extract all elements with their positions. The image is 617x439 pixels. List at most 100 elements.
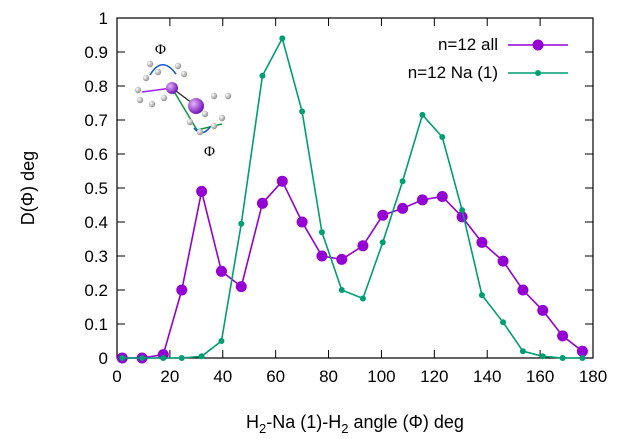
data-point [218, 338, 225, 344]
hydrogen-atom [160, 94, 168, 102]
hydrogen-atom [136, 96, 144, 104]
y-tick-label: 0.4 [84, 213, 108, 232]
series-na1 [119, 35, 586, 361]
hydrogen-atom [218, 114, 226, 122]
data-point [517, 284, 529, 296]
hydrogen-atom [186, 118, 194, 126]
data-point [160, 355, 167, 361]
y-tick-label: 0.9 [84, 43, 108, 62]
legend-label-na1: n=12 Na (1) [408, 63, 498, 82]
y-tick-label: 0.6 [84, 145, 108, 164]
data-point [576, 345, 588, 357]
sodium-atom [166, 82, 178, 94]
data-point [238, 220, 245, 227]
y-tick-label: 0.5 [84, 179, 108, 198]
hydrogen-atom [201, 110, 209, 118]
data-point [500, 319, 507, 326]
x-tick-label: 160 [526, 367, 554, 386]
molecule-inset: Φ Φ [134, 42, 232, 160]
data-point [537, 304, 549, 316]
y-tick-label: 0 [99, 349, 108, 368]
series-line [122, 36, 583, 359]
y-tick-label: 1 [99, 9, 108, 28]
x-tick-label: 40 [213, 367, 232, 386]
data-point [336, 253, 348, 265]
data-point [357, 240, 369, 252]
data-point [279, 35, 286, 42]
inset-phi-label-top: Φ [155, 42, 166, 58]
data-point [316, 250, 328, 262]
data-point [397, 202, 409, 214]
data-point [559, 355, 566, 361]
data-point [416, 194, 428, 206]
x-tick-label: 120 [420, 367, 448, 386]
axis-ticks [116, 17, 594, 359]
data-point [436, 191, 448, 202]
data-point [196, 185, 208, 197]
data-point [459, 207, 466, 214]
series-all [116, 175, 588, 364]
data-point [439, 134, 446, 140]
data-point [476, 236, 488, 248]
data-point [478, 292, 485, 299]
hydrogen-atom [134, 86, 142, 94]
x-tick-label: 80 [319, 367, 338, 386]
y-tick-labels: 0 0.1 0.2 0.3 0.4 0.5 0.6 0.7 0.8 0.9 1 [84, 9, 108, 368]
series-layer [116, 35, 588, 364]
data-point [519, 348, 526, 355]
legend-entry-all: n=12 all [438, 35, 568, 54]
y-tick-label: 0.8 [84, 77, 108, 96]
hydrogen-atom [154, 68, 162, 76]
data-point [139, 355, 146, 361]
data-point [256, 197, 268, 209]
data-point [539, 353, 546, 360]
data-point [557, 330, 569, 342]
hydrogen-atom [180, 70, 188, 78]
hydrogen-atom [210, 122, 218, 130]
data-point [497, 255, 509, 267]
legend-marker-all [532, 39, 544, 51]
hydrogen-atom [146, 60, 154, 68]
data-point [338, 287, 345, 293]
x-tick-labels: 0 20 40 60 80 100 120 140 160 180 [112, 367, 607, 386]
hydrogen-atom [224, 92, 232, 100]
hydrogen-atom [210, 92, 218, 100]
data-point [198, 353, 205, 360]
y-axis-label: D(Φ) deg [18, 151, 38, 225]
angle-arc [149, 63, 177, 76]
data-point [215, 265, 227, 277]
data-point [276, 175, 288, 187]
x-tick-label: 0 [112, 367, 121, 386]
y-tick-label: 0.7 [84, 111, 108, 130]
data-point [259, 72, 266, 79]
y-tick-label: 0.3 [84, 247, 108, 266]
data-point [379, 239, 386, 246]
legend-label-all: n=12 all [438, 35, 498, 54]
x-tick-label: 60 [266, 367, 285, 386]
legend: n=12 all n=12 Na (1) [408, 35, 568, 82]
series-line [122, 179, 583, 359]
data-point [176, 284, 188, 296]
hydrogen-atom [196, 128, 204, 136]
data-point [377, 209, 389, 221]
data-point [399, 178, 406, 185]
x-tick-label: 20 [160, 367, 179, 386]
x-tick-label: 100 [367, 367, 395, 386]
data-point [235, 281, 247, 293]
data-point [318, 229, 325, 236]
data-point [579, 355, 586, 361]
x-axis-label: H2-Na (1)-H2 angle (Φ) deg [246, 412, 464, 436]
data-point [359, 295, 366, 302]
sodium-atom [188, 98, 204, 114]
x-tick-label: 140 [473, 367, 501, 386]
y-tick-label: 0.1 [84, 315, 108, 334]
data-point [178, 355, 185, 361]
hydrogen-atom [174, 62, 182, 70]
plot-frame [116, 17, 594, 359]
hydrogen-atom [148, 100, 156, 108]
x-tick-label: 180 [579, 367, 607, 386]
legend-entry-na1: n=12 Na (1) [408, 63, 568, 82]
data-point [419, 111, 426, 118]
data-point [299, 108, 306, 115]
